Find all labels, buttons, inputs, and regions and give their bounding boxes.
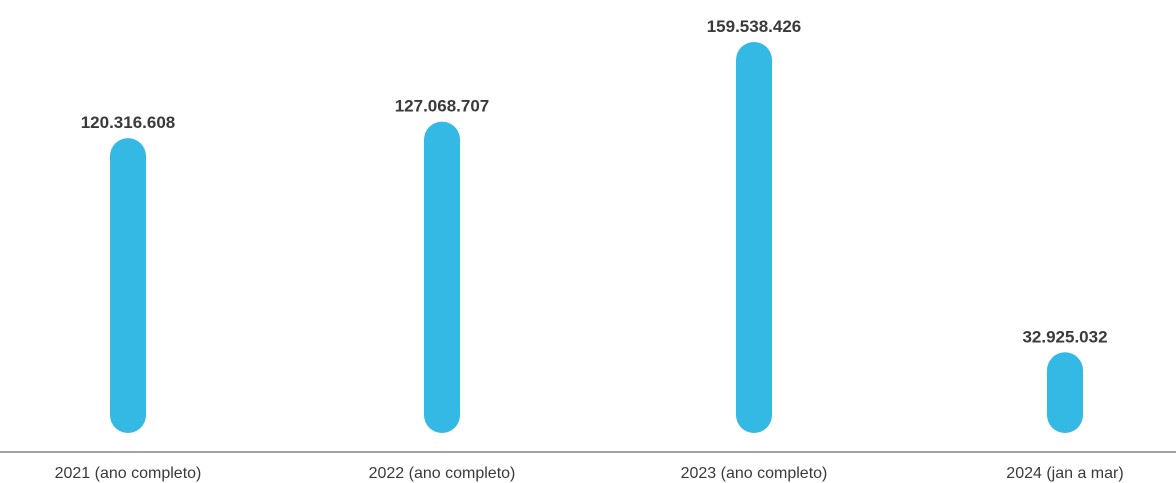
value-labels-group: 120.316.608 127.068.707 159.538.426 32.925.… (81, 17, 1108, 346)
bar-1 (110, 138, 146, 434)
bar-3 (736, 42, 772, 433)
bars-group (110, 42, 1083, 434)
value-label-4: 32.925.032 (1022, 327, 1107, 346)
value-label-1: 120.316.608 (81, 113, 176, 132)
category-label-1: 2021 (ano completo) (55, 465, 202, 482)
bar-2 (424, 121, 460, 433)
value-label-2: 127.068.707 (395, 97, 490, 116)
value-label-3: 159.538.426 (707, 17, 802, 36)
category-label-2: 2022 (ano completo) (369, 465, 516, 482)
bar-4 (1047, 352, 1083, 433)
category-label-4: 2024 (jan a mar) (1006, 465, 1123, 482)
category-label-3: 2023 (ano completo) (681, 465, 828, 482)
category-labels-group: 2021 (ano completo) 2022 (ano completo) 20… (55, 465, 1124, 482)
